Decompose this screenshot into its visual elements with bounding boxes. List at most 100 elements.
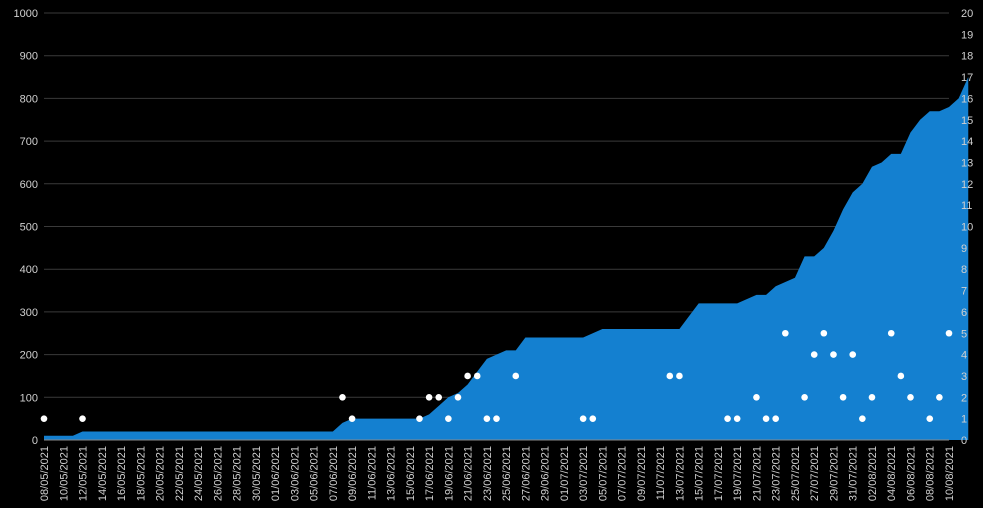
daily-point xyxy=(512,372,520,380)
y-tick-label: 800 xyxy=(20,93,38,105)
y2-tick-label: 1 xyxy=(961,414,967,426)
y-tick-label: 300 xyxy=(20,307,38,319)
y2-tick-label: 0 xyxy=(961,435,967,447)
daily-point xyxy=(839,394,847,401)
x-tick-label: 21/07/2021 xyxy=(751,446,763,501)
y2-tick-label: 19 xyxy=(961,29,973,41)
daily-point xyxy=(762,415,770,422)
x-tick-label: 03/06/2021 xyxy=(289,446,301,501)
x-tick-label: 27/06/2021 xyxy=(520,446,532,501)
x-tick-label: 17/06/2021 xyxy=(424,446,436,501)
daily-point xyxy=(868,394,876,401)
y2-tick-label: 3 xyxy=(961,371,967,383)
x-tick-label: 10/08/2021 xyxy=(944,446,956,501)
x-tick-label: 25/07/2021 xyxy=(790,446,802,501)
daily-point xyxy=(348,415,356,422)
daily-point xyxy=(483,415,491,422)
x-tick-label: 15/07/2021 xyxy=(694,446,706,501)
daily-point xyxy=(589,415,597,422)
daily-point xyxy=(782,329,789,337)
daily-point xyxy=(579,415,587,422)
y2-tick-label: 6 xyxy=(961,307,967,319)
y2-tick-label: 20 xyxy=(961,8,973,20)
y-tick-label: 0 xyxy=(32,435,38,447)
daily-point xyxy=(79,415,86,422)
y-tick-label: 600 xyxy=(20,179,38,191)
daily-point xyxy=(772,415,780,422)
daily-point xyxy=(40,415,48,422)
x-tick-label: 13/06/2021 xyxy=(386,446,398,501)
x-tick-label: 29/06/2021 xyxy=(540,446,552,501)
x-tick-label: 27/07/2021 xyxy=(809,446,821,501)
x-axis-labels: 08/05/2021 10/05/2021 12/05/2021 14/05/2021… xyxy=(39,446,956,501)
x-tick-label: 01/07/2021 xyxy=(559,446,571,501)
x-tick-label: 07/06/2021 xyxy=(328,446,340,501)
x-tick-label: 05/07/2021 xyxy=(597,446,609,501)
y2-tick-label: 4 xyxy=(961,350,967,362)
daily-point xyxy=(416,415,423,422)
x-tick-label: 21/06/2021 xyxy=(463,446,475,501)
x-tick-label: 12/05/2021 xyxy=(78,446,90,501)
x-tick-label: 31/07/2021 xyxy=(848,446,860,501)
daily-point xyxy=(445,415,452,422)
daily-point xyxy=(897,372,905,380)
x-tick-label: 07/07/2021 xyxy=(617,446,629,501)
x-tick-label: 10/05/2021 xyxy=(58,446,70,501)
y2-tick-label: 11 xyxy=(961,200,972,212)
daily-point xyxy=(425,394,433,401)
y-tick-label: 200 xyxy=(20,350,38,362)
daily-point xyxy=(830,351,837,358)
y-tick-label: 700 xyxy=(20,136,38,148)
y2-tick-label: 16 xyxy=(961,93,973,105)
x-tick-label: 15/06/2021 xyxy=(405,446,417,501)
daily-point xyxy=(820,329,828,337)
y2-tick-label: 15 xyxy=(961,115,973,127)
x-tick-label: 23/06/2021 xyxy=(482,446,494,501)
daily-point xyxy=(859,415,866,422)
y-tick-label: 100 xyxy=(20,392,38,404)
x-tick-label: 04/08/2021 xyxy=(886,446,898,501)
x-tick-label: 16/05/2021 xyxy=(116,446,128,501)
x-tick-label: 30/05/2021 xyxy=(251,446,263,501)
x-tick-label: 03/07/2021 xyxy=(578,446,590,501)
y-tick-label: 500 xyxy=(20,222,38,234)
x-tick-label: 17/07/2021 xyxy=(713,446,725,501)
daily-point xyxy=(493,415,500,422)
x-tick-label: 11/07/2021 xyxy=(655,446,667,500)
grid-lines xyxy=(44,12,949,398)
x-tick-label: 08/08/2021 xyxy=(925,446,937,501)
daily-point xyxy=(733,415,741,422)
daily-point xyxy=(724,415,731,422)
y2-tick-label: 7 xyxy=(961,286,967,298)
daily-point xyxy=(753,394,760,401)
y-tick-label: 400 xyxy=(20,264,38,276)
cumulative-area xyxy=(44,77,969,441)
daily-point xyxy=(936,394,943,401)
daily-point xyxy=(666,372,674,380)
daily-point xyxy=(945,329,953,337)
x-tick-label: 26/05/2021 xyxy=(212,446,224,501)
x-tick-label: 06/08/2021 xyxy=(905,446,917,501)
y2-tick-label: 17 xyxy=(961,72,973,84)
y2-tick-label: 8 xyxy=(961,264,967,276)
x-tick-label: 14/05/2021 xyxy=(97,446,109,501)
x-tick-label: 29/07/2021 xyxy=(828,446,840,501)
daily-point xyxy=(473,372,481,380)
y2-tick-label: 18 xyxy=(961,51,973,63)
x-tick-label: 09/06/2021 xyxy=(347,446,359,501)
daily-point xyxy=(464,372,471,380)
x-tick-label: 20/05/2021 xyxy=(155,446,167,501)
y-tick-label: 900 xyxy=(20,51,38,63)
x-tick-label: 19/06/2021 xyxy=(443,446,455,501)
y-axis-left-labels: 0 100 200 300 400 500 600 700 800 900 1000 xyxy=(14,8,38,447)
daily-point xyxy=(339,394,346,401)
y2-tick-label: 10 xyxy=(961,222,973,234)
y2-tick-label: 2 xyxy=(961,392,967,404)
daily-point xyxy=(849,351,857,358)
daily-point xyxy=(435,394,443,401)
daily-point xyxy=(801,394,808,401)
daily-point xyxy=(926,415,934,422)
y2-tick-label: 14 xyxy=(961,136,973,148)
